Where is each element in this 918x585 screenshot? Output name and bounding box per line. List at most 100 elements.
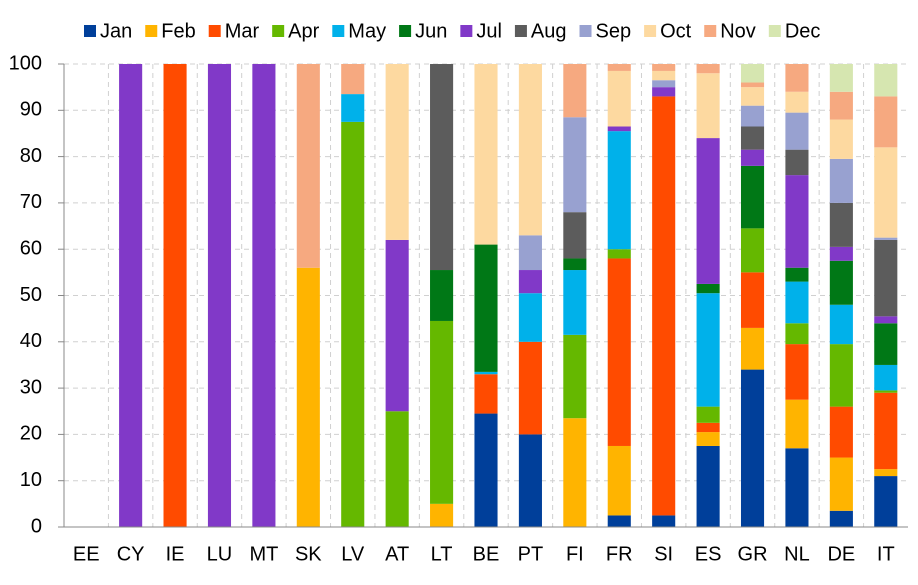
bar-segment [740, 165, 765, 229]
bar-segment [607, 249, 631, 259]
bar-segment [430, 320, 454, 504]
bar-segment [829, 344, 853, 407]
bar-segment [163, 64, 187, 527]
bar-segment [474, 413, 498, 527]
bar-segment [874, 476, 898, 527]
bar-segment [607, 258, 631, 446]
legend-swatch [768, 25, 781, 37]
legend-swatch [704, 25, 717, 37]
bar-segment [252, 64, 276, 527]
bar-segment [652, 80, 676, 88]
x-tick-label: SI [654, 543, 673, 565]
x-tick-label: FI [566, 543, 584, 565]
bar-segment [563, 334, 587, 419]
y-tick-label: 80 [20, 145, 42, 167]
bar-segment [652, 70, 676, 81]
bar-segment [652, 87, 676, 97]
bar-segment [518, 434, 542, 527]
bar-segment [474, 374, 498, 414]
x-tick-label: IT [877, 543, 895, 565]
bar-segment [785, 281, 809, 324]
y-tick-label: 10 [20, 469, 42, 491]
bar-segment [607, 70, 631, 127]
bar-segment [563, 258, 587, 271]
bar-segment [385, 64, 409, 240]
bar-segment [785, 175, 809, 268]
bar-segment [563, 270, 587, 335]
bar-segment [696, 406, 720, 423]
bar-segment [341, 94, 365, 122]
bar-segment [430, 64, 454, 271]
bar-segment [740, 149, 765, 166]
bar-segment [119, 64, 143, 527]
legend-swatch [579, 25, 592, 37]
bar-segment [696, 283, 720, 294]
bar-segment [874, 237, 898, 240]
bar-segment [696, 138, 720, 284]
bar-segment [296, 64, 320, 268]
bar-segment [296, 267, 320, 527]
bar-segment [785, 149, 809, 176]
bar-segment [740, 369, 765, 527]
bar-segment [740, 327, 765, 370]
bar-segment [874, 392, 898, 470]
bar-segment [341, 121, 365, 527]
y-tick-label: 60 [20, 237, 42, 259]
legend-swatch [644, 25, 657, 37]
y-tick-label: 30 [20, 376, 42, 398]
bar-segment [829, 457, 853, 511]
legend-label: Jul [476, 20, 502, 42]
bar-segment [740, 105, 765, 127]
x-tick-label: CY [117, 543, 145, 565]
bar-segment [518, 235, 542, 271]
bar-segment [785, 91, 809, 113]
bar-segment [874, 96, 898, 148]
legend-label: Feb [161, 20, 195, 42]
bar-segment [430, 270, 454, 321]
bar-segment [874, 323, 898, 365]
bar-segment [518, 341, 542, 435]
legend-label: Oct [660, 20, 692, 42]
legend-label: Jan [100, 20, 132, 42]
bar-segment [696, 422, 720, 433]
bar-segment [829, 91, 853, 120]
bar-segment [785, 64, 809, 92]
bar-segment [563, 64, 587, 118]
bar-segment [740, 126, 765, 150]
legend-label: Jun [415, 20, 447, 42]
x-tick-label: LV [341, 543, 365, 565]
bar-segment [430, 503, 454, 527]
bar-segment [874, 64, 898, 97]
bar-segment [829, 246, 853, 261]
y-tick-label: 50 [20, 284, 42, 306]
legend-label: Dec [785, 20, 821, 42]
bar-segment [341, 64, 365, 95]
bar-segment [829, 510, 853, 527]
legend-swatch [514, 25, 527, 37]
bar-segment [385, 411, 409, 527]
x-tick-label: SK [295, 543, 322, 565]
bar-segment [563, 212, 587, 259]
x-tick-label: DE [827, 543, 855, 565]
legend-swatch [460, 25, 473, 37]
x-tick-label: EE [73, 543, 100, 565]
bar-segment [518, 293, 542, 342]
bar-segment [829, 406, 853, 458]
x-tick-label: PT [518, 543, 544, 565]
x-tick-label: MT [249, 543, 278, 565]
bar-segment [652, 515, 676, 527]
bar-segment [829, 304, 853, 345]
bar-segment [652, 64, 676, 71]
y-tick-label: 20 [20, 423, 42, 445]
bar-segment [740, 228, 765, 273]
y-tick-label: 70 [20, 191, 42, 213]
x-tick-label: LU [207, 543, 233, 565]
bar-segment [785, 323, 809, 345]
bar-segment [607, 445, 631, 516]
bar-segment [874, 147, 898, 238]
bar-segment [563, 418, 587, 527]
bar-segment [874, 364, 898, 391]
y-tick-label: 40 [20, 330, 42, 352]
x-tick-label: GR [738, 543, 768, 565]
